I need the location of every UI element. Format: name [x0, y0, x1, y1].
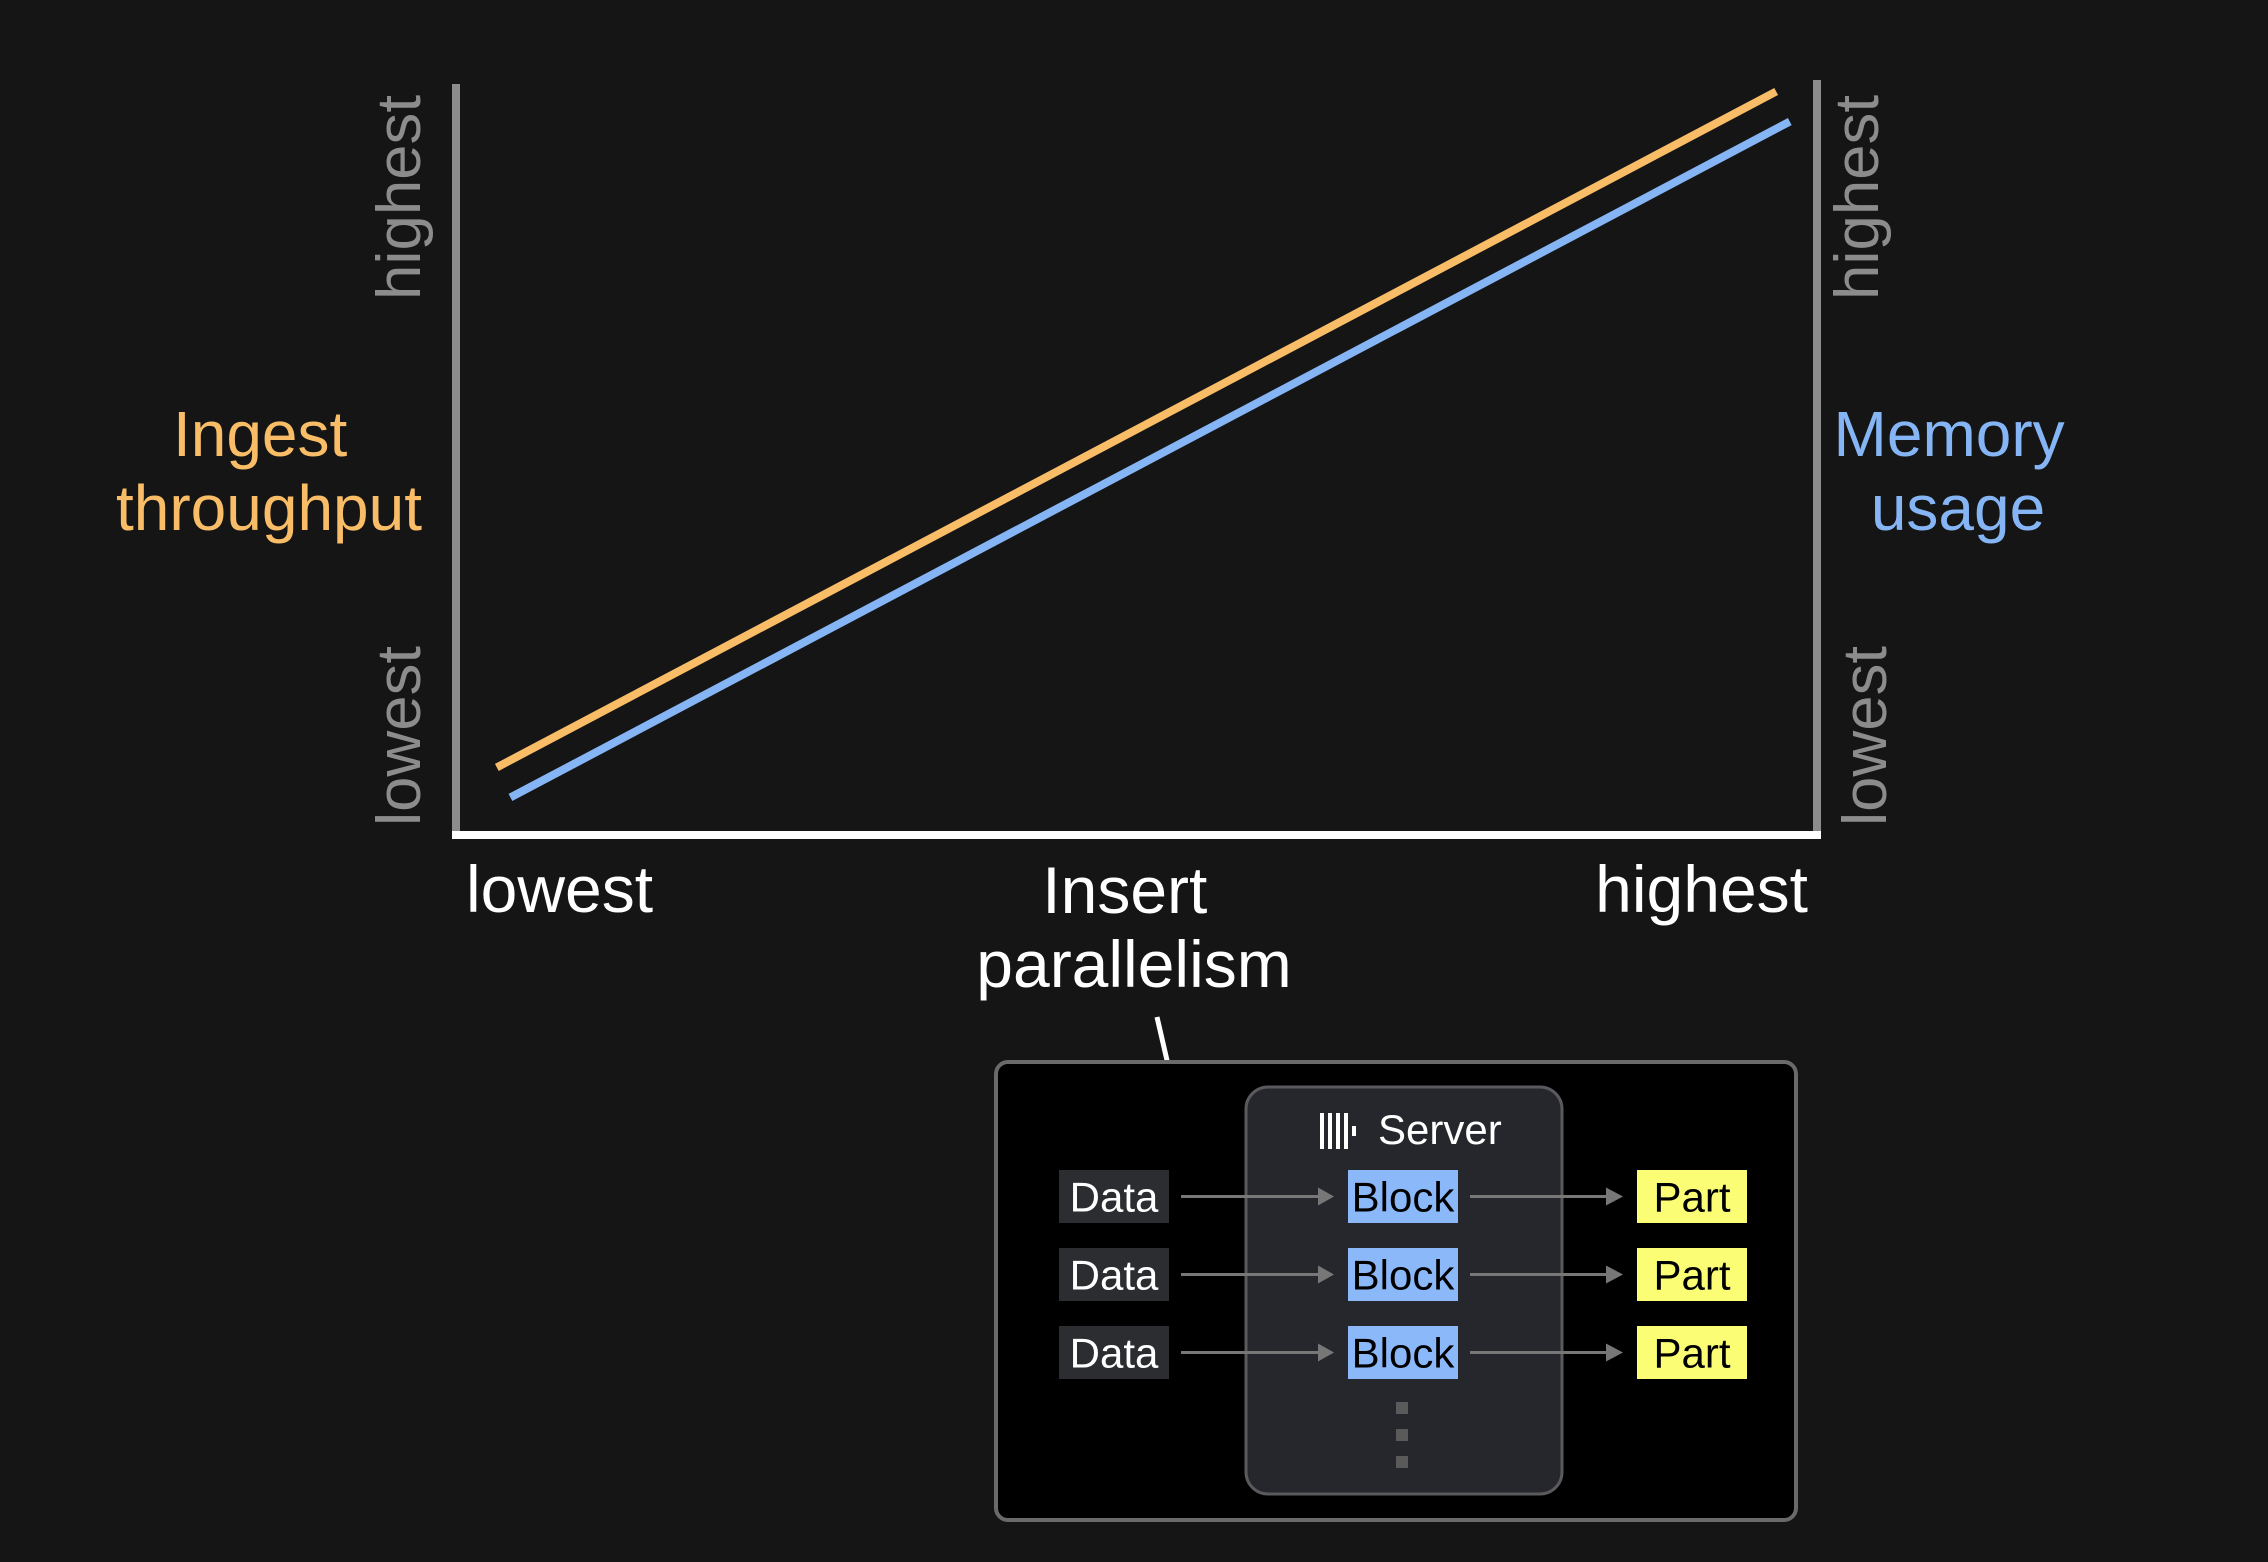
x-tick-lowest: lowest [466, 852, 653, 926]
data-label: Data [1070, 1252, 1159, 1299]
data-box [1059, 1170, 1169, 1223]
part-box [1637, 1170, 1747, 1223]
data-box [1059, 1248, 1169, 1301]
x-tick-highest: highest [1595, 852, 1808, 926]
server-label: Server [1378, 1106, 1502, 1153]
part-label: Part [1653, 1174, 1730, 1221]
part-label: Part [1653, 1252, 1730, 1299]
block-box [1348, 1326, 1458, 1379]
series-line-memory-usage [508, 118, 1792, 801]
block-label: Block [1352, 1174, 1456, 1221]
part-box [1637, 1248, 1747, 1301]
insert-diagram: Server Data Block Part Data Block Part Data Blo… [994, 1060, 1798, 1522]
arrow-head-icon [1318, 1187, 1334, 1206]
arrow-head-icon [1606, 1187, 1623, 1206]
part-box [1637, 1326, 1747, 1379]
left-y-tick-lowest: lowest [365, 646, 434, 826]
series-line-ingest-throughput [494, 87, 1779, 771]
right-y-axis-title: Memory usage [1834, 398, 2083, 544]
arrow-head-icon [1606, 1343, 1623, 1362]
arrow-head-icon [1318, 1343, 1334, 1362]
left-y-tick-highest: highest [365, 95, 434, 300]
block-label: Block [1352, 1252, 1456, 1299]
arrow-head-icon [1606, 1265, 1623, 1284]
diagram-row: Data Block Part [1059, 1326, 1747, 1379]
block-label: Block [1352, 1330, 1456, 1377]
more-ellipsis [1396, 1402, 1408, 1468]
arrow-head-icon [1318, 1265, 1334, 1284]
part-label: Part [1653, 1330, 1730, 1377]
block-box [1348, 1248, 1458, 1301]
data-label: Data [1070, 1174, 1159, 1221]
diagram-row: Data Block Part [1059, 1170, 1747, 1223]
clickhouse-bars-icon [1320, 1113, 1356, 1149]
block-box [1348, 1170, 1458, 1223]
x-axis-title: Insert parallelism [976, 853, 1291, 1001]
right-y-tick-highest: highest [1823, 95, 1892, 300]
data-label: Data [1070, 1330, 1159, 1377]
left-y-axis-title: Ingest throughput [116, 398, 422, 544]
right-y-tick-lowest: lowest [1831, 646, 1900, 826]
diagram-row: Data Block Part [1059, 1248, 1747, 1301]
data-box [1059, 1326, 1169, 1379]
